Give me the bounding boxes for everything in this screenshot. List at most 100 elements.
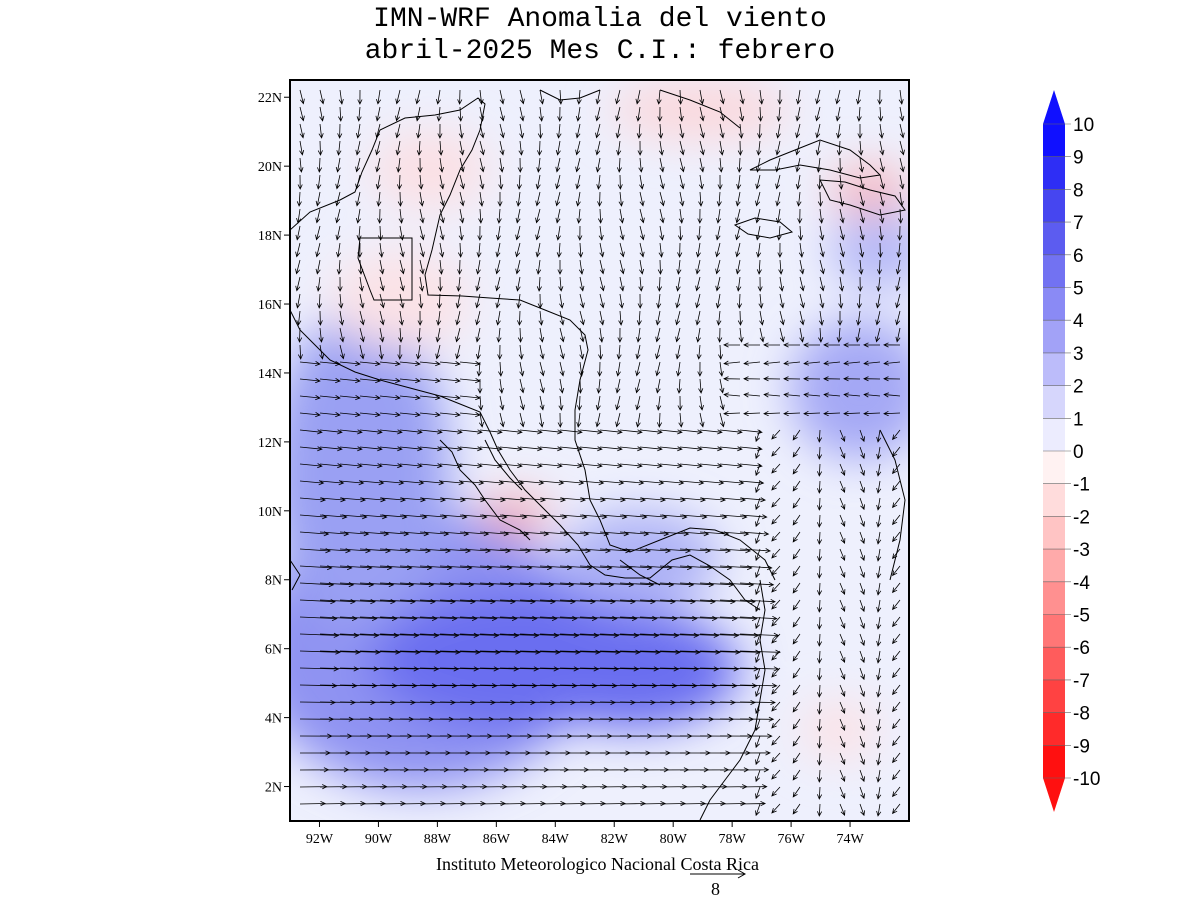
wind-vector-arrow bbox=[859, 735, 865, 749]
wind-vector-arrow bbox=[817, 769, 823, 783]
wind-vector-arrow bbox=[823, 376, 841, 382]
wind-vector-arrow bbox=[859, 684, 865, 698]
wind-vector-arrow bbox=[419, 412, 441, 418]
wind-vector-arrow bbox=[639, 649, 681, 655]
wind-vector-arrow bbox=[557, 106, 563, 122]
wind-vector-arrow bbox=[559, 683, 598, 689]
wind-vector-arrow bbox=[479, 174, 485, 190]
wind-vector-arrow bbox=[771, 701, 781, 712]
wind-vector-arrow bbox=[898, 208, 904, 224]
wind-vector-arrow bbox=[715, 259, 721, 275]
wind-vector-arrow bbox=[755, 463, 761, 477]
wind-vector-arrow bbox=[619, 208, 625, 224]
wind-vector-arrow bbox=[479, 429, 503, 435]
wind-vector-arrow bbox=[895, 293, 901, 309]
wind-vector-arrow bbox=[876, 514, 882, 528]
wind-vector-arrow bbox=[878, 123, 884, 139]
wind-vector-arrow bbox=[817, 650, 823, 664]
wind-vector-arrow bbox=[556, 225, 562, 241]
wind-vector-arrow bbox=[875, 310, 881, 326]
wind-vector-arrow bbox=[755, 548, 761, 562]
wind-vector-arrow bbox=[577, 225, 583, 241]
wind-vector-arrow bbox=[697, 208, 703, 224]
wind-vector-arrow bbox=[723, 392, 741, 398]
wind-vector-arrow bbox=[638, 276, 644, 292]
wind-vector-arrow bbox=[695, 310, 701, 326]
wind-vector-arrow bbox=[755, 786, 761, 800]
wind-vector-arrow bbox=[755, 582, 761, 596]
wind-vector-arrow bbox=[595, 123, 601, 139]
wind-vector-arrow bbox=[415, 106, 421, 122]
wind-vector-arrow bbox=[579, 327, 585, 343]
wind-vector-arrow bbox=[755, 735, 761, 749]
wind-vector-arrow bbox=[817, 531, 823, 545]
wind-vector-arrow bbox=[677, 89, 684, 105]
wind-vector-arrow bbox=[359, 293, 365, 309]
wind-vector-arrow bbox=[499, 615, 538, 621]
wind-vector-arrow bbox=[635, 89, 641, 105]
wind-vector-arrow bbox=[839, 208, 845, 224]
colorbar-segment bbox=[1043, 254, 1065, 288]
wind-vector-arrow bbox=[859, 225, 865, 241]
wind-vector-arrow bbox=[817, 446, 823, 460]
wind-vector-arrow bbox=[399, 378, 421, 384]
wind-vector-arrow bbox=[659, 225, 665, 241]
wind-vector-arrow bbox=[875, 293, 881, 309]
wind-vector-arrow bbox=[615, 123, 621, 139]
wind-vector-arrow bbox=[659, 632, 700, 638]
wind-vector-arrow bbox=[755, 633, 761, 647]
wind-vector-arrow bbox=[499, 666, 540, 672]
wind-vector-arrow bbox=[459, 446, 483, 452]
wind-vector-arrow bbox=[892, 684, 901, 696]
wind-vector-arrow bbox=[876, 633, 882, 647]
wind-vector-arrow bbox=[539, 361, 545, 377]
wind-vector-arrow bbox=[499, 123, 505, 139]
wind-vector-arrow bbox=[496, 225, 502, 241]
wind-vector-arrow bbox=[299, 615, 338, 621]
wind-vector-arrow bbox=[595, 157, 601, 173]
wind-vector-arrow bbox=[295, 259, 301, 275]
wind-vector-arrow bbox=[656, 89, 662, 105]
wind-vector-arrow bbox=[399, 276, 405, 292]
wind-vector-arrow bbox=[318, 327, 324, 343]
wind-vector-arrow bbox=[339, 344, 345, 360]
wind-vector-arrow bbox=[539, 89, 545, 105]
wind-vector-arrow bbox=[876, 684, 882, 698]
wind-vector-arrow bbox=[419, 598, 456, 605]
wind-vector-arrow bbox=[898, 191, 904, 207]
wind-vector-arrow bbox=[396, 174, 403, 190]
wind-vector-arrow bbox=[576, 208, 582, 224]
wind-vector-arrow bbox=[792, 650, 801, 662]
wind-vector-arrow bbox=[739, 514, 768, 520]
wind-vector-arrow bbox=[499, 446, 523, 452]
wind-vector-arrow bbox=[359, 395, 381, 401]
wind-vector-arrow bbox=[659, 191, 665, 207]
wind-vector-arrow bbox=[659, 446, 683, 452]
colorbar-segment bbox=[1043, 189, 1065, 223]
wind-vector-arrow bbox=[755, 650, 761, 664]
wind-vector-arrow bbox=[719, 395, 725, 411]
wind-vector-arrow bbox=[792, 565, 801, 577]
wind-vector-arrow bbox=[615, 106, 621, 122]
wind-vector-arrow bbox=[657, 106, 663, 122]
wind-vector-arrow bbox=[875, 327, 881, 343]
wind-vector-arrow bbox=[857, 124, 863, 139]
wind-vector-arrow bbox=[783, 360, 801, 366]
wind-vector-arrow bbox=[555, 140, 561, 156]
wind-vector-arrow bbox=[792, 667, 801, 679]
wind-vector-arrow bbox=[675, 310, 681, 326]
wind-vector-arrow bbox=[558, 89, 564, 105]
wind-vector-arrow bbox=[892, 480, 901, 492]
wind-vector-arrow bbox=[399, 225, 405, 241]
wind-vector-arrow bbox=[317, 310, 323, 326]
wind-vector-arrow bbox=[619, 259, 625, 275]
wind-vector-arrow bbox=[723, 342, 741, 348]
wind-vector-arrow bbox=[699, 106, 705, 122]
wind-vector-arrow bbox=[319, 344, 325, 360]
wind-vector-arrow bbox=[559, 361, 565, 377]
wind-vector-arrow bbox=[771, 786, 781, 797]
wind-vector-arrow bbox=[771, 718, 781, 729]
wind-vector-arrow bbox=[899, 140, 905, 156]
wind-vector-arrow bbox=[895, 276, 901, 292]
wind-vector-arrow bbox=[771, 684, 781, 695]
